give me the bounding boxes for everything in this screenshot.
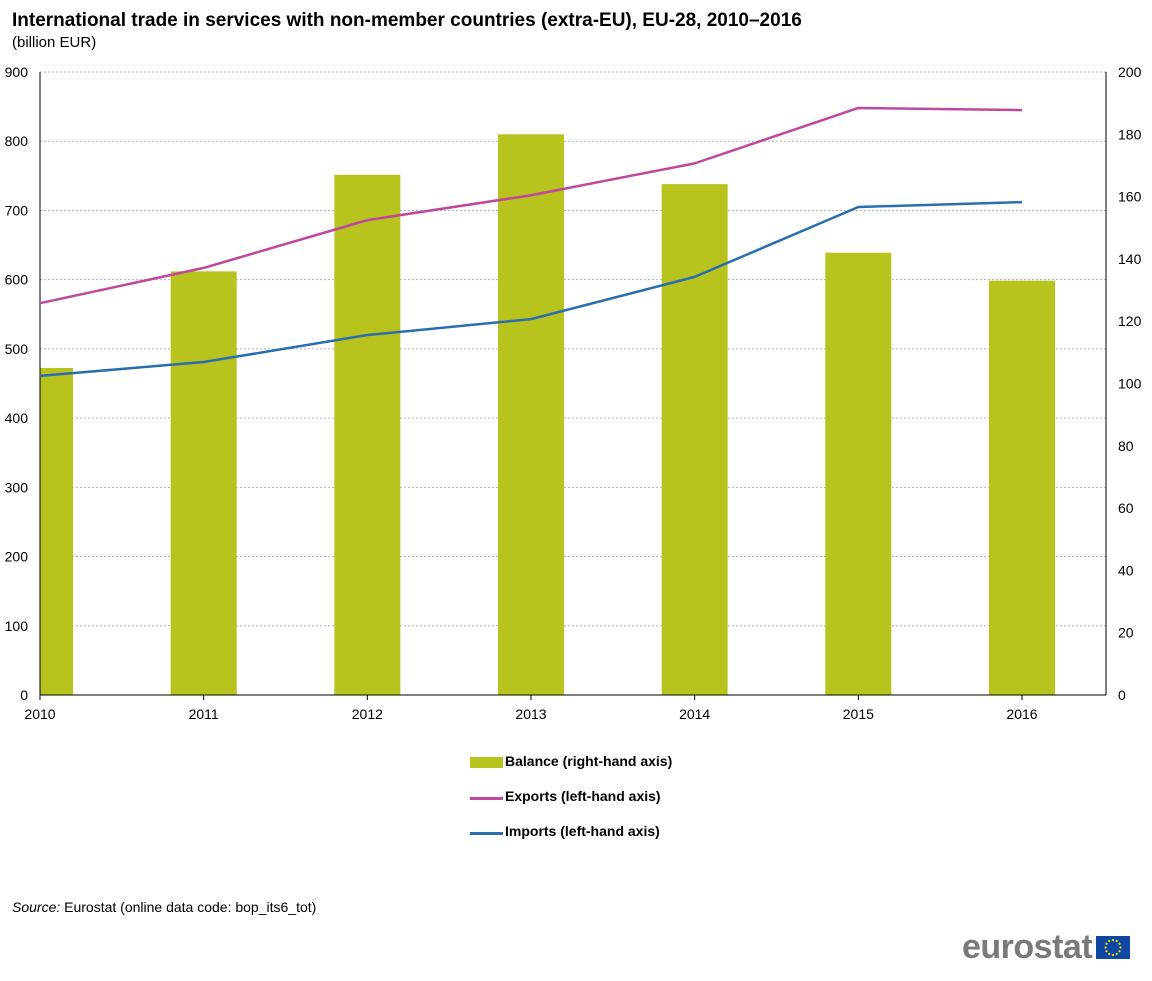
line-series	[39, 106, 1023, 378]
right-tick-label: 0	[1118, 687, 1126, 703]
left-tick-label: 500	[5, 341, 29, 357]
line-exports	[39, 106, 1023, 305]
x-tick-label: 2014	[679, 706, 710, 722]
left-tick-label: 300	[5, 479, 29, 495]
right-tick-label: 140	[1118, 251, 1142, 267]
legend-swatch-exports	[470, 797, 503, 800]
x-tick-label: 2010	[24, 706, 55, 722]
tick-labels: 0 100 200 300 400 500 600 700 800 900 0 20 40 60 80 100…	[5, 64, 1142, 722]
flag-star	[1111, 953, 1115, 957]
left-tick-label: 600	[5, 272, 29, 288]
bar-balance-2016	[989, 280, 1055, 695]
right-tick-label: 20	[1118, 625, 1134, 641]
source-text: Eurostat (online data code: bop_its6_tot…	[64, 899, 317, 915]
flag-star	[1115, 939, 1118, 943]
chart-subtitle: (billion EUR)	[12, 34, 97, 51]
legend-label-exports: Exports (left-hand axis)	[505, 788, 661, 804]
right-tick-label: 100	[1118, 376, 1142, 392]
bar-balance-2014	[661, 184, 728, 695]
flag-star	[1105, 950, 1108, 953]
legend-label-balance: Balance (right-hand axis)	[505, 753, 673, 769]
source-note: Source: Eurostat (online data code: bop_…	[12, 899, 316, 915]
bar-balance-2010	[40, 367, 73, 695]
legend-swatch-imports	[470, 832, 503, 835]
source-label: Source:	[12, 899, 61, 915]
flag-star	[1108, 939, 1111, 943]
line-imports	[39, 200, 1023, 378]
bar-series	[40, 134, 1055, 696]
right-tick-label: 80	[1118, 438, 1134, 454]
x-tick-label: 2016	[1006, 706, 1037, 722]
flag-star	[1118, 950, 1121, 953]
right-tick-label: 120	[1118, 313, 1142, 329]
right-tick-label: 60	[1118, 500, 1134, 516]
eu-flag-icon	[1096, 936, 1130, 959]
bar-balance-2013	[498, 134, 564, 696]
axes	[39, 72, 1107, 700]
right-tick-label: 160	[1118, 189, 1142, 205]
left-tick-label: 700	[5, 202, 29, 218]
chart-title: International trade in services with non…	[12, 10, 802, 31]
right-tick-label: 200	[1118, 64, 1142, 80]
left-tick-label: 800	[5, 133, 29, 149]
flag-star	[1105, 942, 1108, 945]
flag-star	[1104, 946, 1107, 949]
eurostat-wordmark: eurostat	[962, 928, 1093, 966]
bar-balance-2015	[825, 252, 892, 696]
flag-star	[1108, 952, 1111, 956]
x-tick-label: 2011	[189, 706, 219, 722]
left-tick-label: 0	[20, 687, 28, 703]
left-tick-label: 900	[5, 64, 29, 80]
left-tick-label: 100	[5, 618, 29, 634]
bar-balance-2011	[170, 271, 237, 695]
flag-star	[1111, 938, 1115, 942]
legend-swatch-balance	[470, 757, 503, 768]
bar-balance-2012	[334, 174, 401, 696]
legend-label-imports: Imports (left-hand axis)	[505, 823, 660, 839]
eurostat-logo: eurostat	[962, 929, 1134, 965]
x-tick-label: 2013	[515, 706, 546, 722]
flag-star	[1119, 946, 1122, 949]
x-tick-label: 2015	[843, 706, 874, 722]
right-tick-label: 180	[1118, 126, 1142, 142]
flag-star	[1118, 942, 1121, 945]
right-tick-label: 40	[1118, 562, 1134, 578]
left-tick-label: 400	[5, 410, 29, 426]
left-tick-label: 200	[5, 549, 29, 565]
x-tick-label: 2012	[352, 706, 383, 722]
flag-star	[1115, 952, 1118, 956]
